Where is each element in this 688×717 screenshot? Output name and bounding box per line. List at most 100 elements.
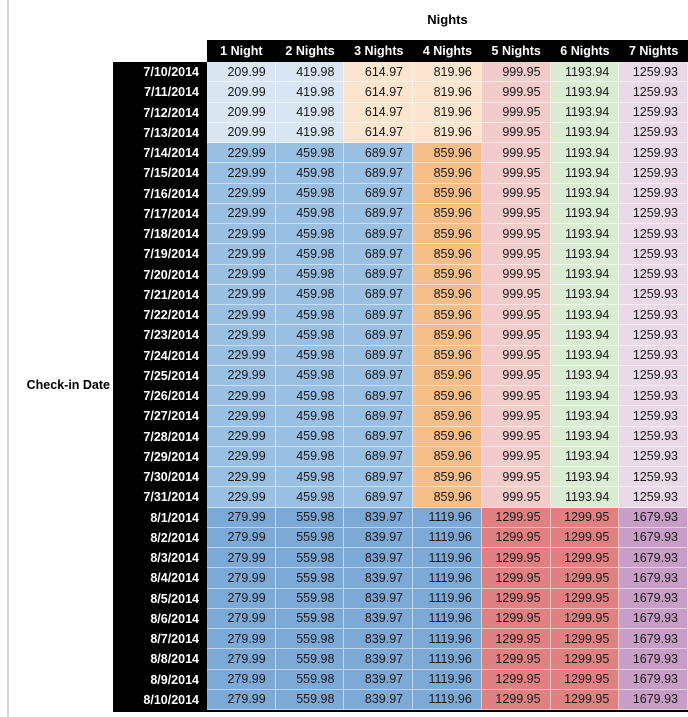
- price-cell[interactable]: 459.98: [275, 264, 345, 285]
- price-cell[interactable]: 839.97: [344, 548, 414, 569]
- price-cell[interactable]: 999.95: [481, 183, 551, 204]
- price-cell[interactable]: 1193.94: [550, 244, 620, 265]
- price-cell[interactable]: 1259.93: [619, 122, 688, 143]
- checkin-date-cell[interactable]: 8/1/2014: [113, 507, 207, 528]
- price-cell[interactable]: 614.97: [344, 122, 414, 143]
- price-cell[interactable]: 1193.94: [550, 446, 620, 467]
- price-cell[interactable]: 1119.96: [413, 649, 482, 670]
- price-cell[interactable]: 419.98: [275, 82, 345, 103]
- price-cell[interactable]: 229.99: [207, 284, 276, 305]
- checkin-date-cell[interactable]: 7/10/2014: [113, 62, 207, 83]
- price-cell[interactable]: 459.98: [275, 183, 345, 204]
- price-cell[interactable]: 859.96: [413, 467, 482, 488]
- price-cell[interactable]: 229.99: [207, 305, 276, 326]
- price-cell[interactable]: 1299.95: [550, 649, 620, 670]
- checkin-date-cell[interactable]: 7/11/2014: [113, 82, 207, 103]
- price-cell[interactable]: 229.99: [207, 426, 276, 447]
- price-cell[interactable]: 839.97: [344, 527, 414, 548]
- column-header[interactable]: 3 Nights: [354, 44, 404, 58]
- price-cell[interactable]: 999.95: [481, 264, 551, 285]
- price-cell[interactable]: 819.96: [413, 102, 482, 123]
- price-cell[interactable]: 689.97: [344, 325, 414, 346]
- price-cell[interactable]: 459.98: [275, 345, 345, 366]
- price-cell[interactable]: 279.99: [207, 507, 276, 528]
- price-cell[interactable]: 1299.95: [550, 527, 620, 548]
- price-cell[interactable]: 1193.94: [550, 284, 620, 305]
- checkin-date-cell[interactable]: 7/28/2014: [113, 426, 207, 447]
- price-cell[interactable]: 1299.95: [481, 548, 551, 569]
- checkin-date-cell[interactable]: 7/27/2014: [113, 406, 207, 427]
- price-cell[interactable]: 559.98: [275, 588, 345, 609]
- price-cell[interactable]: 1259.93: [619, 345, 688, 366]
- column-header[interactable]: 7 Nights: [628, 44, 679, 58]
- price-cell[interactable]: 279.99: [207, 629, 276, 650]
- price-cell[interactable]: 1259.93: [619, 244, 688, 265]
- price-cell[interactable]: 1299.95: [550, 608, 620, 629]
- price-cell[interactable]: 1259.93: [619, 284, 688, 305]
- price-cell[interactable]: 1193.94: [550, 305, 620, 326]
- price-cell[interactable]: 279.99: [207, 568, 276, 589]
- price-cell[interactable]: 229.99: [207, 163, 276, 184]
- price-cell[interactable]: 839.97: [344, 588, 414, 609]
- price-cell[interactable]: 689.97: [344, 183, 414, 204]
- price-cell[interactable]: 999.95: [481, 244, 551, 265]
- price-cell[interactable]: 1193.94: [550, 264, 620, 285]
- price-cell[interactable]: 459.98: [275, 305, 345, 326]
- price-cell[interactable]: 689.97: [344, 426, 414, 447]
- price-cell[interactable]: 999.95: [481, 325, 551, 346]
- price-cell[interactable]: 1193.94: [550, 183, 620, 204]
- price-cell[interactable]: 1193.94: [550, 406, 620, 427]
- price-cell[interactable]: 999.95: [481, 305, 551, 326]
- price-cell[interactable]: 1259.93: [619, 467, 688, 488]
- price-cell[interactable]: 1299.95: [550, 588, 620, 609]
- price-cell[interactable]: 1259.93: [619, 224, 688, 245]
- price-cell[interactable]: 1119.96: [413, 568, 482, 589]
- checkin-date-cell[interactable]: 7/31/2014: [113, 487, 207, 508]
- price-cell[interactable]: 1193.94: [550, 163, 620, 184]
- price-cell[interactable]: 614.97: [344, 82, 414, 103]
- price-cell[interactable]: 1679.93: [619, 629, 688, 650]
- price-cell[interactable]: 419.98: [275, 102, 345, 123]
- price-cell[interactable]: 819.96: [413, 122, 482, 143]
- price-cell[interactable]: 1259.93: [619, 325, 688, 346]
- price-cell[interactable]: 1679.93: [619, 669, 688, 690]
- checkin-date-cell[interactable]: 7/17/2014: [113, 203, 207, 224]
- price-cell[interactable]: 1119.96: [413, 669, 482, 690]
- price-cell[interactable]: 1193.94: [550, 143, 620, 164]
- price-cell[interactable]: 1193.94: [550, 386, 620, 407]
- price-cell[interactable]: 689.97: [344, 345, 414, 366]
- checkin-date-cell[interactable]: 7/20/2014: [113, 264, 207, 285]
- checkin-date-cell[interactable]: 7/16/2014: [113, 183, 207, 204]
- price-cell[interactable]: 859.96: [413, 426, 482, 447]
- price-cell[interactable]: 859.96: [413, 446, 482, 467]
- column-header[interactable]: 6 Nights: [560, 44, 610, 58]
- price-cell[interactable]: 1299.95: [481, 608, 551, 629]
- price-cell[interactable]: 1119.96: [413, 507, 482, 528]
- price-cell[interactable]: 559.98: [275, 629, 345, 650]
- price-cell[interactable]: 229.99: [207, 386, 276, 407]
- checkin-date-cell[interactable]: 7/25/2014: [113, 365, 207, 386]
- checkin-date-cell[interactable]: 8/7/2014: [113, 629, 207, 650]
- price-cell[interactable]: 689.97: [344, 264, 414, 285]
- price-cell[interactable]: 559.98: [275, 527, 345, 548]
- price-cell[interactable]: 999.95: [481, 62, 551, 83]
- price-cell[interactable]: 859.96: [413, 203, 482, 224]
- price-cell[interactable]: 229.99: [207, 143, 276, 164]
- checkin-date-cell[interactable]: 8/9/2014: [113, 669, 207, 690]
- price-cell[interactable]: 459.98: [275, 386, 345, 407]
- price-cell[interactable]: 229.99: [207, 467, 276, 488]
- price-cell[interactable]: 209.99: [207, 122, 276, 143]
- checkin-date-cell[interactable]: 7/26/2014: [113, 386, 207, 407]
- price-cell[interactable]: 1193.94: [550, 62, 620, 83]
- price-cell[interactable]: 1299.95: [550, 568, 620, 589]
- price-cell[interactable]: 1193.94: [550, 122, 620, 143]
- price-cell[interactable]: 859.96: [413, 406, 482, 427]
- price-cell[interactable]: 229.99: [207, 183, 276, 204]
- price-cell[interactable]: 689.97: [344, 244, 414, 265]
- price-cell[interactable]: 859.96: [413, 244, 482, 265]
- price-cell[interactable]: 1679.93: [619, 527, 688, 548]
- price-cell[interactable]: 1299.95: [481, 507, 551, 528]
- price-cell[interactable]: 1259.93: [619, 203, 688, 224]
- price-cell[interactable]: 559.98: [275, 669, 345, 690]
- price-cell[interactable]: 999.95: [481, 284, 551, 305]
